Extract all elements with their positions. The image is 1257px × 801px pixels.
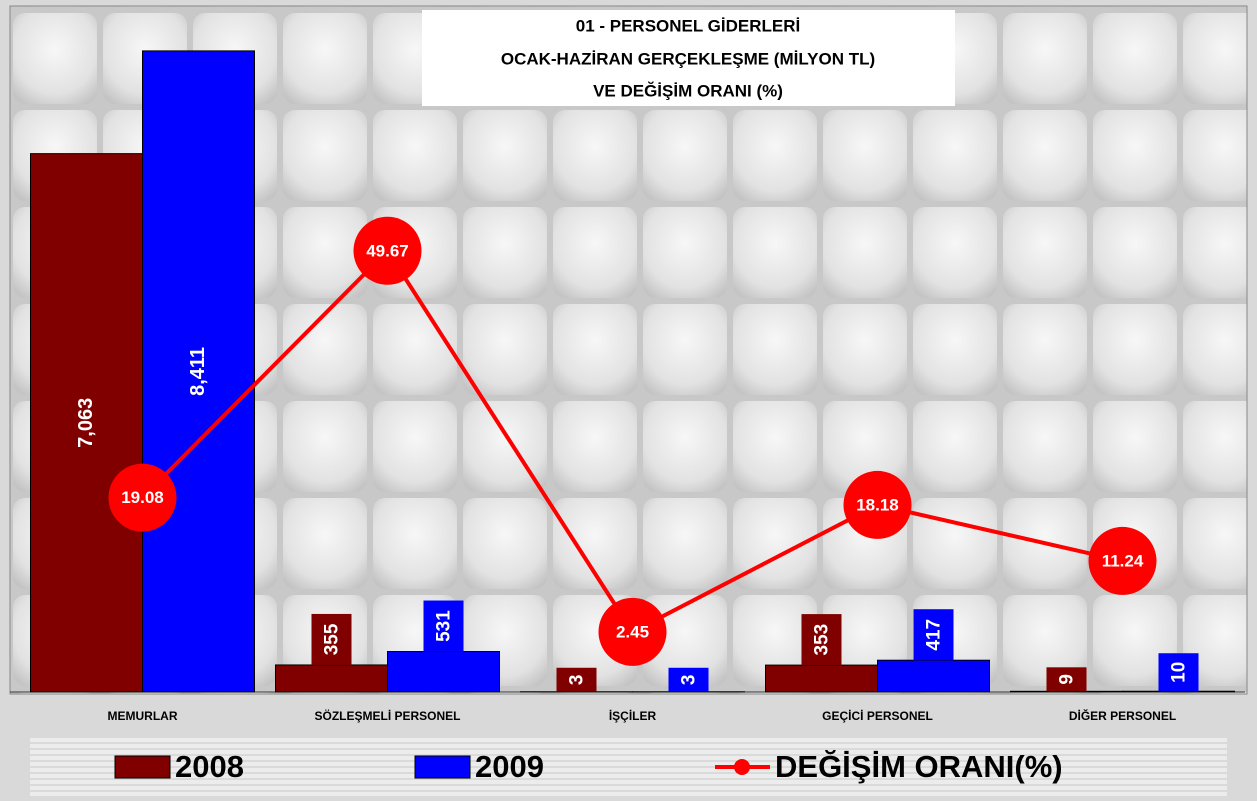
value-label-box bbox=[311, 613, 352, 665]
value-label-box bbox=[668, 667, 709, 692]
value-label: 9 bbox=[1057, 674, 1078, 685]
value-label: 417 bbox=[924, 619, 945, 651]
bar bbox=[765, 664, 878, 693]
value-label: 7,063 bbox=[75, 398, 97, 448]
value-label-box bbox=[556, 667, 597, 692]
value-label: 11.24 bbox=[1102, 551, 1144, 570]
legend-swatch bbox=[734, 759, 750, 775]
bar bbox=[387, 651, 500, 693]
value-label-box bbox=[801, 614, 842, 666]
line-marker bbox=[843, 470, 912, 539]
value-label-box bbox=[1158, 653, 1199, 692]
value-label: 10 bbox=[1169, 662, 1190, 683]
x-tick-label: İŞÇİLER bbox=[609, 708, 657, 723]
value-label: 8,411 bbox=[187, 347, 209, 396]
value-label: 2.45 bbox=[616, 622, 649, 641]
bar bbox=[877, 659, 990, 693]
x-tick-label: GEÇİCİ PERSONEL bbox=[822, 708, 933, 723]
value-label: 49.67 bbox=[366, 241, 409, 260]
value-label: 3 bbox=[679, 674, 700, 685]
legend-label: DEĞİŞİM ORANI(%) bbox=[775, 749, 1063, 784]
bar bbox=[1010, 690, 1123, 693]
bar bbox=[1122, 690, 1235, 693]
bar bbox=[142, 50, 255, 693]
legend-swatch bbox=[414, 755, 471, 779]
line-marker bbox=[598, 597, 667, 666]
value-label-box bbox=[1046, 667, 1087, 692]
chart-title: 01 - PERSONEL GİDERLERİ bbox=[576, 16, 801, 35]
value-label: 531 bbox=[434, 610, 455, 642]
line-marker bbox=[353, 216, 422, 285]
value-label: 19.08 bbox=[121, 488, 164, 507]
bar bbox=[275, 664, 388, 693]
value-label-box bbox=[913, 609, 954, 661]
value-label: 355 bbox=[322, 623, 343, 655]
bar bbox=[30, 153, 143, 693]
title-box bbox=[422, 10, 955, 106]
chart-title: OCAK-HAZİRAN GERÇEKLEŞME (MİLYON TL) bbox=[501, 49, 875, 68]
value-label: 353 bbox=[812, 624, 833, 656]
line-marker bbox=[108, 463, 177, 532]
chart-title: VE DEĞİŞİM ORANI (%) bbox=[593, 81, 783, 100]
value-label: 3 bbox=[567, 674, 588, 685]
x-tick-label: DİĞER PERSONEL bbox=[1069, 708, 1176, 723]
legend-label: 2009 bbox=[475, 749, 544, 784]
legend-swatch bbox=[114, 755, 171, 779]
legend-label: 2008 bbox=[175, 749, 244, 784]
x-tick-label: MEMURLAR bbox=[108, 709, 178, 723]
line-marker bbox=[1088, 526, 1157, 595]
legend-band bbox=[30, 738, 1227, 796]
x-tick-label: SÖZLEŞMELİ PERSONEL bbox=[314, 708, 460, 723]
value-label: 18.18 bbox=[856, 495, 899, 514]
value-label-box bbox=[423, 600, 464, 652]
